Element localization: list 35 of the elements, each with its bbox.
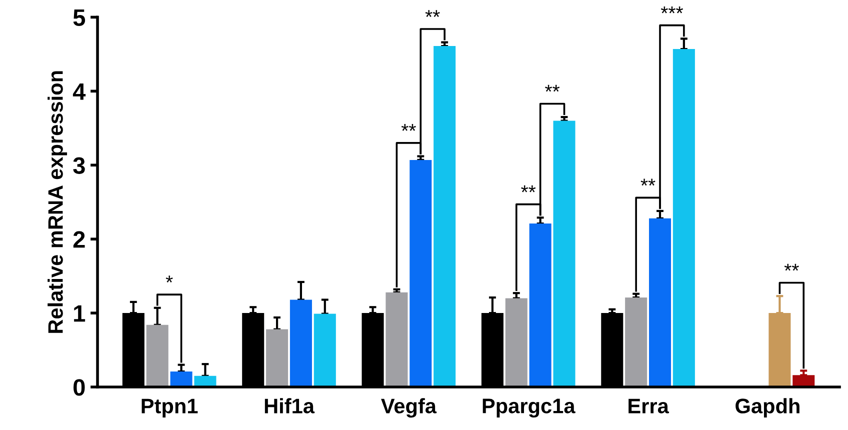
y-axis-title: Relative mRNA expression	[48, 71, 68, 333]
y-tick-label: 3	[73, 157, 85, 174]
annotation: **	[640, 178, 656, 186]
annotation: ***	[660, 6, 684, 14]
bar	[146, 324, 168, 387]
bar	[505, 298, 528, 387]
bar	[553, 120, 576, 387]
annotation: **	[545, 84, 560, 92]
bar	[290, 300, 312, 387]
bar	[625, 298, 648, 387]
bar	[386, 292, 408, 387]
bar	[266, 329, 288, 387]
annotation: **	[521, 185, 536, 192]
x-tick-label: Ptpn1	[142, 398, 198, 418]
bar	[170, 371, 192, 387]
x-tick-label: Vegfa	[381, 398, 437, 418]
y-tick-label: 4	[72, 83, 86, 100]
bar	[434, 46, 456, 387]
bar	[648, 218, 672, 387]
y-tick-label: 0	[74, 379, 85, 396]
x-tick-label: Hif1a	[264, 398, 315, 414]
bar	[314, 314, 336, 387]
annotation: *	[166, 276, 173, 282]
x-tick-label: Gapdh	[736, 398, 800, 418]
bar	[529, 224, 552, 387]
bar	[410, 160, 432, 387]
bar	[672, 49, 695, 387]
annotation: **	[784, 264, 799, 271]
y-tick-label: 2	[73, 231, 85, 248]
annotation: **	[401, 124, 416, 131]
y-tick-label: 1	[74, 305, 86, 322]
x-tick-label: Ppargc1a	[482, 398, 576, 418]
y-tick-label: 5	[73, 10, 86, 26]
x-tick-label: Erra	[628, 398, 670, 414]
annotation: **	[425, 10, 440, 17]
